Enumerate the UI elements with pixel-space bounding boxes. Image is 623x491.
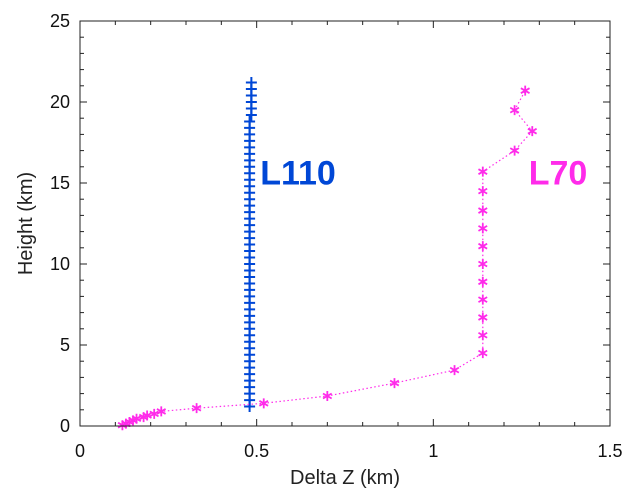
data-point-asterisk xyxy=(478,312,488,323)
data-point-asterisk xyxy=(142,410,152,421)
data-point-asterisk xyxy=(478,348,488,359)
data-point-asterisk xyxy=(149,408,159,419)
y-tick-label: 10 xyxy=(50,254,70,274)
y-axis-label: Height (km) xyxy=(15,172,37,275)
series-annotation-l70: L70 xyxy=(529,155,588,193)
y-tick-label: 20 xyxy=(50,92,70,112)
data-point-asterisk xyxy=(478,276,488,287)
data-point-asterisk xyxy=(509,145,520,156)
y-tick-label: 5 xyxy=(60,335,70,355)
axis-ticks: 0 0.5 1 1.5 0 5 10 15 20 25 xyxy=(50,11,623,461)
y-tick-label: 25 xyxy=(50,11,70,31)
data-point-asterisk xyxy=(156,406,167,417)
series-l110 xyxy=(244,77,257,413)
data-point-asterisk xyxy=(478,259,488,269)
x-tick-label: 1 xyxy=(428,441,438,461)
series-layer xyxy=(117,77,538,431)
data-point-asterisk xyxy=(509,105,520,116)
series-annotation-l110: L110 xyxy=(260,155,336,193)
data-point-asterisk xyxy=(478,294,488,305)
data-point-asterisk xyxy=(478,330,488,341)
data-point-asterisk xyxy=(191,403,202,414)
data-point-asterisk xyxy=(478,186,488,197)
series-l70 xyxy=(117,85,538,431)
data-point-asterisk xyxy=(478,223,488,234)
y-tick-label: 0 xyxy=(60,416,70,436)
data-point-asterisk xyxy=(478,166,488,177)
data-point-asterisk xyxy=(131,413,142,424)
data-point-asterisk xyxy=(520,85,530,96)
data-point-asterisk xyxy=(449,365,460,376)
data-point-asterisk xyxy=(322,391,333,402)
x-tick-label: 1.5 xyxy=(597,441,622,461)
data-point-asterisk xyxy=(258,398,269,409)
data-point-plus xyxy=(244,115,256,127)
x-tick-label: 0 xyxy=(75,441,85,461)
data-point-asterisk xyxy=(527,126,538,137)
data-point-asterisk xyxy=(478,241,488,252)
data-point-asterisk xyxy=(478,205,488,216)
annotation-layer: L110 L70 xyxy=(260,155,587,193)
data-point-plus xyxy=(245,77,257,89)
y-tick-label: 15 xyxy=(50,173,70,193)
plot-frame xyxy=(79,20,611,427)
data-point-asterisk xyxy=(389,378,400,389)
x-tick-label: 0.5 xyxy=(244,441,269,461)
x-axis-label: Delta Z (km) xyxy=(290,467,400,489)
